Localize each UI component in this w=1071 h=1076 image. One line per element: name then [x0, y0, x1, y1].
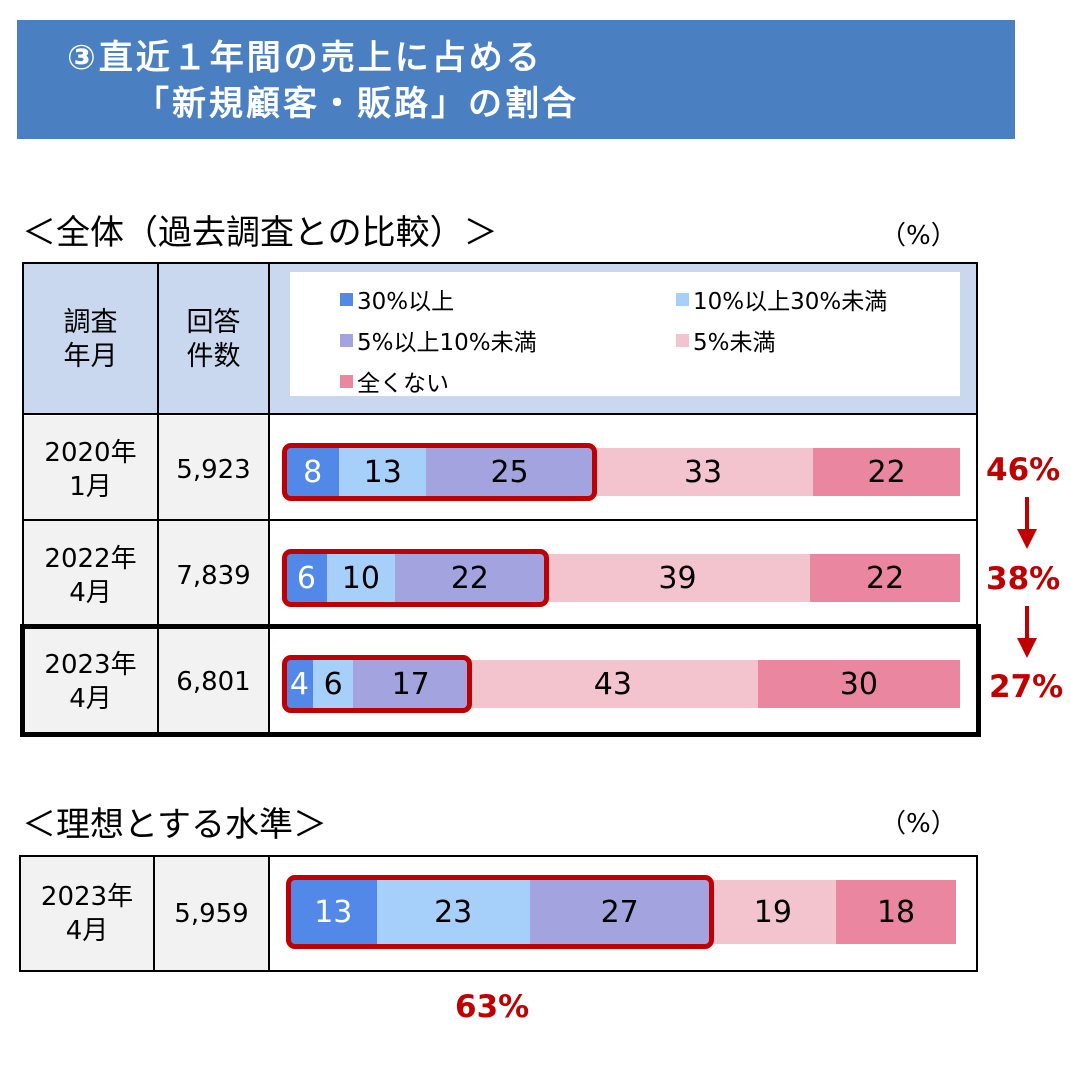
annotation-2022: 38% — [986, 561, 1061, 597]
bar-row-ideal: 13 23 27 19 18 — [286, 875, 956, 949]
bar-row-2020: 8 13 25 33 22 — [282, 443, 960, 501]
legend-swatch-30plus — [340, 292, 353, 306]
bar-segment-5to10: 17 — [353, 660, 468, 708]
bar-segment-under5: 39 — [544, 554, 811, 602]
down-arrow-icon — [1017, 606, 1037, 658]
data-label: 18 — [876, 894, 916, 930]
data-label: 10 — [341, 560, 380, 596]
row-date-2020: 2020年 1月 — [44, 438, 137, 502]
bar-segment-none: 30 — [757, 660, 960, 708]
data-label: 22 — [450, 560, 489, 596]
bar-segment-30plus: 4 — [286, 660, 313, 708]
data-label: 30 — [839, 666, 878, 702]
bar-segment-none: 18 — [836, 880, 956, 944]
section1-unit: （%） — [880, 221, 957, 251]
header-date: 調査 年月 — [63, 307, 118, 372]
title-banner: ③直近１年間の売上に占める 「新規顧客・販路」の割合 — [17, 20, 1015, 139]
current-row-highlight — [20, 624, 981, 737]
bar-segment-under5: 33 — [592, 448, 814, 496]
legend-swatch-10to30 — [676, 292, 689, 306]
data-label: 4 — [289, 666, 310, 702]
legend-item-10to30: 10%以上30%未満 — [676, 282, 887, 316]
annotation-ideal: 63% — [455, 989, 530, 1025]
bar-segment-10to30: 13 — [339, 448, 427, 496]
bar-segment-5to10: 27 — [529, 880, 710, 944]
legend-label-none: 全くない — [357, 371, 449, 397]
legend-swatch-5to10 — [340, 333, 353, 347]
data-label: 6 — [296, 560, 316, 596]
annotation-2023: 27% — [989, 669, 1064, 705]
row-count-2022: 7,839 — [176, 561, 251, 591]
title-line-1: ③直近１年間の売上に占める — [67, 38, 543, 78]
legend-label-under5: 5%未満 — [693, 330, 776, 356]
legend-label-30plus: 30%以上 — [357, 289, 455, 315]
legend-swatch-under5 — [676, 333, 689, 347]
bar-row-2023: 4 6 17 43 30 — [282, 655, 960, 713]
bar-segment-10to30: 6 — [312, 660, 354, 708]
bar-segment-30plus: 8 — [286, 448, 340, 496]
ideal-row-date: 2023年 4月 — [40, 882, 134, 946]
bar-segment-10to30: 10 — [326, 554, 395, 602]
data-label: 19 — [753, 894, 792, 930]
section2-title: ＜理想とする水準＞ — [22, 805, 327, 845]
legend-item-30plus: 30%以上 — [340, 282, 454, 316]
legend-swatch-none — [340, 374, 353, 388]
data-label: 6 — [323, 666, 343, 702]
legend-label-5to10: 5%以上10%未満 — [357, 330, 537, 356]
bar-segment-30plus: 13 — [290, 880, 377, 944]
header-count: 回答 件数 — [186, 307, 241, 372]
legend-item-under5: 5%未満 — [676, 323, 776, 357]
bar-segment-under5: 19 — [709, 880, 837, 944]
data-label: 27 — [600, 894, 639, 930]
data-label: 8 — [303, 454, 323, 490]
bar-row-2022: 6 10 22 39 22 — [282, 549, 960, 607]
bar-segment-under5: 43 — [467, 660, 758, 708]
bar-segment-5to10: 22 — [394, 554, 545, 602]
legend-item-none: 全くない — [340, 364, 449, 398]
legend-label-10to30: 10%以上30%未満 — [693, 289, 888, 315]
row-count-2023: 6,801 — [176, 667, 251, 697]
down-arrow-icon — [1017, 497, 1037, 549]
row-date-2022: 2022年 4月 — [44, 544, 137, 608]
bar-segment-10to30: 23 — [376, 880, 530, 944]
legend: 30%以上 10%以上30%未満 5%以上10%未満 5%未満 全くない — [290, 272, 960, 398]
bar-segment-5to10: 25 — [426, 448, 593, 496]
ideal-row-count: 5,959 — [174, 899, 249, 929]
data-label: 23 — [434, 894, 473, 930]
highlight-box — [282, 549, 549, 607]
data-label: 22 — [867, 454, 906, 490]
row-count-2020: 5,923 — [176, 455, 251, 485]
bar-segment-30plus: 6 — [286, 554, 327, 602]
title-line-2: 「新規顧客・販路」の割合 — [135, 84, 579, 124]
highlight-box — [282, 443, 597, 501]
highlight-box — [286, 875, 714, 949]
data-label: 39 — [658, 560, 697, 596]
data-label: 13 — [363, 454, 402, 490]
row-date-2023: 2023年 4月 — [44, 650, 137, 714]
table1-label-bg — [24, 416, 269, 628]
data-label: 43 — [593, 666, 632, 702]
annotation-2020: 46% — [986, 452, 1061, 488]
table2-border — [19, 855, 978, 972]
data-label: 33 — [683, 454, 723, 490]
section1-title: ＜全体（過去調査との比較）＞ — [22, 213, 498, 253]
data-label: 17 — [391, 666, 430, 702]
data-label: 22 — [866, 560, 905, 596]
legend-item-5to10: 5%以上10%未満 — [340, 323, 537, 357]
data-label: 13 — [314, 894, 353, 930]
data-label: 25 — [490, 454, 529, 490]
highlight-box — [282, 655, 472, 713]
section2-unit: （%） — [880, 809, 957, 839]
bar-segment-none: 22 — [810, 554, 960, 602]
bar-segment-none: 22 — [813, 448, 960, 496]
